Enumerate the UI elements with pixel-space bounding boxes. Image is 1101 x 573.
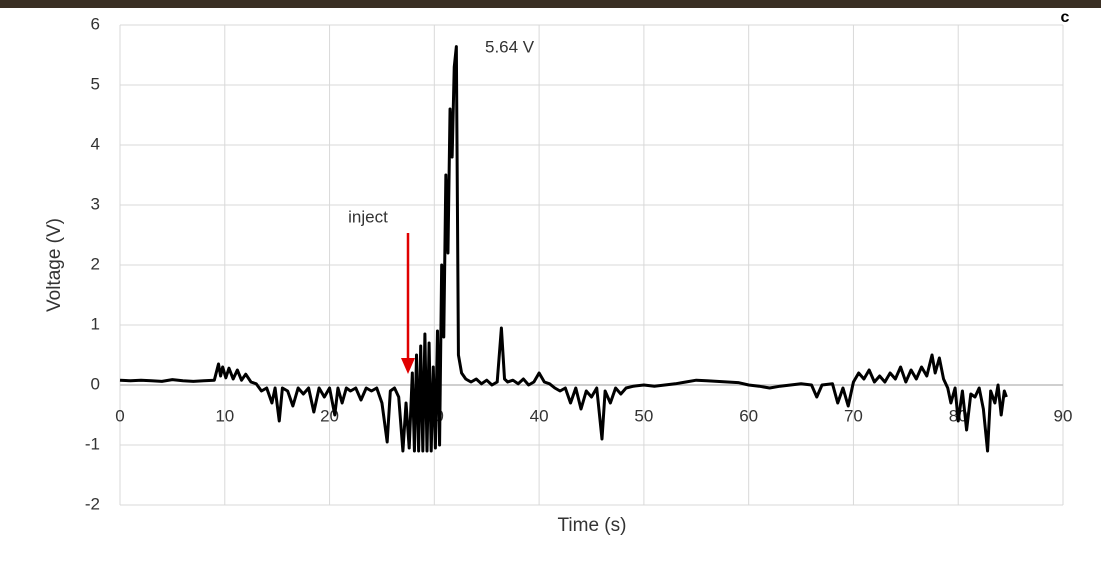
- x-tick-label: 10: [215, 406, 234, 425]
- y-tick-label: 1: [91, 314, 100, 333]
- x-axis-label: Time (s): [558, 515, 627, 536]
- peak-annotation: 5.64 V: [485, 37, 535, 56]
- inject-annotation: inject: [348, 207, 388, 226]
- x-tick-label: 40: [530, 406, 549, 425]
- inject-arrow-head: [401, 358, 415, 374]
- x-tick-label: 70: [844, 406, 863, 425]
- y-tick-label: 0: [91, 374, 100, 393]
- photo-strip: [0, 0, 1101, 8]
- y-tick-label: 4: [91, 134, 100, 153]
- y-tick-label: 2: [91, 254, 100, 273]
- y-tick-label: 6: [91, 14, 100, 33]
- data-line: [119, 45, 1008, 453]
- y-tick-label: 3: [91, 194, 100, 213]
- panel-label: c: [1061, 9, 1070, 26]
- y-axis-label: Voltage (V): [44, 218, 65, 312]
- x-tick-label: 60: [739, 406, 758, 425]
- x-tick-label: 50: [634, 406, 653, 425]
- y-tick-label: -2: [85, 494, 100, 513]
- plot: [119, 45, 1008, 453]
- y-tick-label: -1: [85, 434, 100, 453]
- x-tick-label: 90: [1054, 406, 1073, 425]
- x-tick-label: 0: [115, 406, 124, 425]
- y-tick-label: 5: [91, 74, 100, 93]
